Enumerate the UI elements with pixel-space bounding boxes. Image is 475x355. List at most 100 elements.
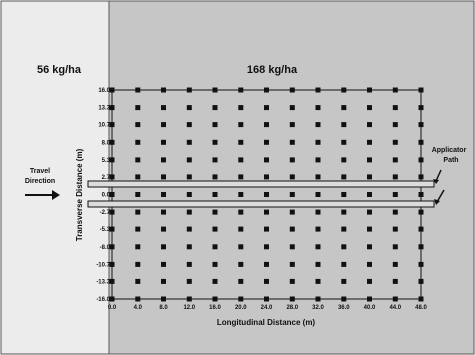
grid-point bbox=[418, 226, 424, 232]
grid-point bbox=[341, 87, 347, 93]
grid-point bbox=[161, 226, 166, 232]
grid-point bbox=[212, 226, 218, 232]
grid-point bbox=[392, 278, 398, 284]
grid-point bbox=[418, 87, 424, 93]
grid-point bbox=[212, 139, 218, 145]
grid-point bbox=[109, 261, 115, 267]
grid-point bbox=[109, 244, 115, 250]
x-tick-label: 16.0 bbox=[209, 305, 221, 311]
grid-point bbox=[135, 261, 141, 267]
grid-point bbox=[264, 174, 269, 180]
grid-point bbox=[161, 157, 166, 163]
x-tick-label: 32.0 bbox=[312, 305, 324, 311]
grid-point bbox=[392, 296, 398, 302]
y-tick-label: 16.0 bbox=[98, 88, 110, 94]
grid-point bbox=[367, 261, 372, 267]
grid-point bbox=[161, 105, 166, 111]
grid-point bbox=[109, 105, 115, 111]
grid-point bbox=[212, 157, 218, 163]
grid-point bbox=[186, 278, 192, 284]
grid-point bbox=[161, 122, 166, 128]
applicator-path-upper-lane bbox=[87, 180, 435, 188]
grid-point bbox=[186, 226, 192, 232]
x-tick-label: 4.0 bbox=[134, 305, 143, 311]
grid-point bbox=[186, 139, 192, 145]
grid-point bbox=[315, 226, 321, 232]
y-tick-labels: 16.0 13.3 10.7 8.0 5.3 2.7 0.0 -2.7 -5.3 -8.0 -10.… bbox=[96, 88, 110, 303]
grid-point bbox=[367, 174, 372, 180]
grid-point bbox=[264, 278, 269, 284]
grid-point bbox=[341, 105, 347, 111]
grid-point bbox=[392, 209, 398, 215]
applicator-path-pointer-arrows-icon bbox=[433, 169, 445, 205]
grid-point bbox=[289, 174, 295, 180]
grid-point bbox=[289, 278, 295, 284]
grid-point bbox=[135, 296, 141, 302]
grid-point bbox=[418, 296, 424, 302]
grid-point bbox=[186, 105, 192, 111]
grid-point bbox=[109, 278, 115, 284]
grid-point bbox=[289, 87, 295, 93]
grid-point bbox=[135, 87, 141, 93]
grid-point bbox=[367, 244, 372, 250]
y-tick-label: 10.7 bbox=[98, 123, 110, 129]
grid-point bbox=[212, 244, 218, 250]
x-tick-label: 8.0 bbox=[159, 305, 168, 311]
grid-point bbox=[289, 105, 295, 111]
grid-point bbox=[264, 296, 269, 302]
grid-point bbox=[367, 139, 372, 145]
grid-point bbox=[238, 122, 244, 128]
grid-point bbox=[135, 105, 141, 111]
grid-point bbox=[367, 296, 372, 302]
grid-point bbox=[161, 139, 166, 145]
grid-point bbox=[238, 174, 244, 180]
y-tick-label: -8.0 bbox=[100, 245, 111, 251]
y-tick-label: -13.3 bbox=[96, 279, 110, 285]
grid-point bbox=[161, 174, 166, 180]
grid-point bbox=[238, 105, 244, 111]
grid-point bbox=[264, 139, 269, 145]
zone-56-label: 56 kg/ha bbox=[37, 64, 82, 76]
grid-point bbox=[186, 296, 192, 302]
grid-point bbox=[341, 192, 347, 197]
grid-point bbox=[186, 122, 192, 128]
grid-point bbox=[341, 122, 347, 128]
grid-point bbox=[392, 122, 398, 128]
grid-point bbox=[186, 244, 192, 250]
grid-point bbox=[341, 226, 347, 232]
grid-point bbox=[135, 209, 141, 215]
grid-point bbox=[315, 139, 321, 145]
grid-point bbox=[315, 157, 321, 163]
grid-point bbox=[212, 296, 218, 302]
grid-point bbox=[315, 261, 321, 267]
grid-point bbox=[161, 296, 166, 302]
grid-point bbox=[289, 296, 295, 302]
y-tick-label: 8.0 bbox=[102, 140, 111, 146]
grid-point bbox=[135, 244, 141, 250]
grid-point bbox=[418, 157, 424, 163]
applicator-path-label-line1: Applicator bbox=[432, 147, 467, 154]
grid-point bbox=[289, 139, 295, 145]
x-tick-labels: 0.0 4.0 8.0 12.0 16.0 20.0 24.0 28.0 32.0 36.0 40.… bbox=[108, 305, 428, 311]
grid-point bbox=[392, 87, 398, 93]
grid-point bbox=[161, 261, 166, 267]
grid-point bbox=[161, 278, 166, 284]
sample-grid bbox=[109, 87, 424, 302]
grid-point bbox=[264, 87, 269, 93]
grid-point bbox=[289, 157, 295, 163]
grid-point bbox=[135, 278, 141, 284]
grid-point bbox=[109, 87, 115, 93]
grid-point bbox=[212, 261, 218, 267]
grid-point bbox=[238, 226, 244, 232]
x-tick-label: 0.0 bbox=[108, 305, 117, 311]
grid-point bbox=[289, 209, 295, 215]
grid-point bbox=[367, 192, 372, 197]
grid-point bbox=[135, 122, 141, 128]
grid-point bbox=[418, 139, 424, 145]
grid-point bbox=[161, 209, 166, 215]
grid-point bbox=[392, 226, 398, 232]
grid-point bbox=[341, 278, 347, 284]
grid-point bbox=[315, 278, 321, 284]
grid-point bbox=[109, 174, 115, 180]
